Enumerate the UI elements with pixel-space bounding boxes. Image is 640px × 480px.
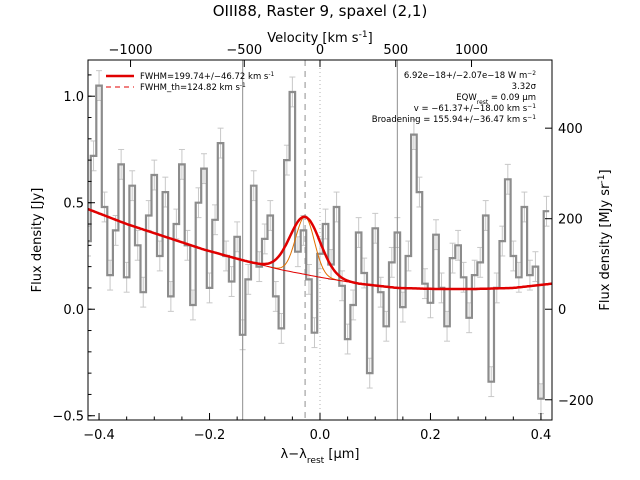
- top-axis-title-part: ]: [368, 31, 373, 46]
- legend-label-theoretical-part: FWHM_th=124.82 km s: [140, 83, 240, 93]
- y-tick-label: 0.0: [63, 303, 84, 318]
- y-tick-label-part: 0.0: [63, 303, 84, 318]
- legend-label-fit-part: FWHM=199.74+/−46.72 km s: [140, 72, 269, 82]
- y-tick-label: 1.0: [63, 90, 84, 105]
- top-tick-label-part: 500: [383, 43, 408, 58]
- annotation-line: v = −61.37+/−18.00 km s−1: [414, 103, 536, 115]
- x-tick-label-part: 0.2: [420, 428, 441, 443]
- annotation-line-part: Broadening = 155.94+/−36.47 km s: [372, 115, 528, 125]
- x-axis-title-part: λ−λ: [281, 447, 308, 462]
- annotation-line: EQWrest = 0.09 μm: [456, 93, 536, 106]
- x-tick-label: −0.4: [83, 428, 115, 443]
- right-tick-label-part: 400: [558, 122, 583, 137]
- y-tick-label: −0.5: [52, 410, 84, 425]
- right-axis-title-part: -1: [597, 174, 607, 183]
- annotation-line-part: −1: [527, 114, 536, 121]
- annotation-line-part: v = −61.37+/−18.00 km s: [414, 104, 528, 114]
- fit-profile: [88, 207, 552, 291]
- top-axis-title: Velocity [km s-1]: [267, 30, 372, 46]
- annotation-line: 6.92e−18+/−2.07e−18 W m−2: [404, 70, 536, 82]
- right-tick-label: 400: [558, 122, 583, 137]
- spectrum-steps: [88, 84, 550, 400]
- x-tick-label: 0.2: [420, 428, 441, 443]
- x-tick-label-part: −0.4: [83, 428, 115, 443]
- data-series: [88, 84, 550, 400]
- x-axis-title: λ−λrest [μm]: [281, 447, 360, 466]
- annotation-line-part: 6.92e−18+/−2.07e−18 W m: [404, 71, 527, 81]
- y-tick-label: 0.5: [63, 197, 84, 212]
- top-tick-label-part: 0: [316, 43, 324, 58]
- chart-title: OIII88, Raster 9, spaxel (2,1): [213, 2, 428, 20]
- annotation-line-part: −1: [527, 103, 536, 110]
- y-tick-label-part: 1.0: [63, 90, 84, 105]
- y-axis-title: Flux density [Jy]: [30, 188, 45, 293]
- legend-label-fit-part: -1: [268, 71, 274, 78]
- top-tick-label-part: 1000: [455, 43, 488, 58]
- fit-series: [88, 207, 552, 291]
- top-tick-label: −1000: [109, 43, 153, 58]
- top-tick-label: 500: [383, 43, 408, 58]
- legend-label-theoretical: FWHM_th=124.82 km s-1: [140, 82, 246, 94]
- annotation-line-part: −2: [527, 70, 536, 77]
- top-tick-label: −500: [226, 43, 262, 58]
- right-tick-label: 200: [558, 213, 583, 228]
- y-tick-label-part: −0.5: [52, 410, 84, 425]
- top-tick-label-part: −1000: [109, 43, 153, 58]
- annotation-line-part: = 0.09 μm: [488, 93, 536, 103]
- annotation-line: 3.32σ: [512, 82, 537, 92]
- y-tick-label-part: 0.5: [63, 197, 84, 212]
- right-tick-label-part: 200: [558, 213, 583, 228]
- x-tick-label-part: −0.2: [194, 428, 226, 443]
- legend-label-theoretical-part: -1: [240, 82, 246, 89]
- x-tick-label: 0.0: [310, 428, 331, 443]
- legend: FWHM=199.74+/−46.72 km s-1FWHM_th=124.82…: [106, 71, 275, 94]
- y-axis-title-part: Flux density [Jy]: [30, 188, 45, 293]
- annotation-line-part: EQW: [456, 93, 477, 103]
- annotation-line-part: rest: [477, 99, 489, 106]
- x-tick-label: −0.2: [194, 428, 226, 443]
- right-tick-label-part: 0: [558, 303, 566, 318]
- legend-label-fit: FWHM=199.74+/−46.72 km s-1: [140, 71, 275, 83]
- top-tick-label-part: −500: [226, 43, 262, 58]
- x-tick-label-part: 0.4: [531, 428, 552, 443]
- annotation-line-part: 3.32σ: [512, 82, 537, 92]
- x-axis-title-part: rest: [307, 456, 325, 466]
- top-tick-label: 0: [316, 43, 324, 58]
- right-tick-label: −200: [558, 394, 594, 409]
- right-tick-label: 0: [558, 303, 566, 318]
- top-axis-title-part: -1: [359, 30, 368, 40]
- axis-ticks: −0.4 −0.2 0.0 0.2 0.4 −0.5 0.0 0.5 1.0 −1000 −500 0…: [52, 43, 593, 443]
- axis-titles: λ−λrest [μm]Velocity [km s-1]Flux densit…: [30, 30, 613, 466]
- right-axis-title: Flux density [MJy sr-1]: [597, 169, 613, 310]
- annotation-line: Broadening = 155.94+/−36.47 km s−1: [372, 114, 536, 126]
- x-tick-label: 0.4: [531, 428, 552, 443]
- top-axis-title-part: Velocity [km s: [267, 31, 359, 46]
- right-axis-title-part: ]: [598, 169, 613, 174]
- right-axis-title-part: Flux density [MJy sr: [598, 183, 613, 311]
- x-axis-title-part: [μm]: [324, 447, 359, 462]
- x-tick-label-part: 0.0: [310, 428, 331, 443]
- right-tick-label-part: −200: [558, 394, 594, 409]
- top-tick-label: 1000: [455, 43, 488, 58]
